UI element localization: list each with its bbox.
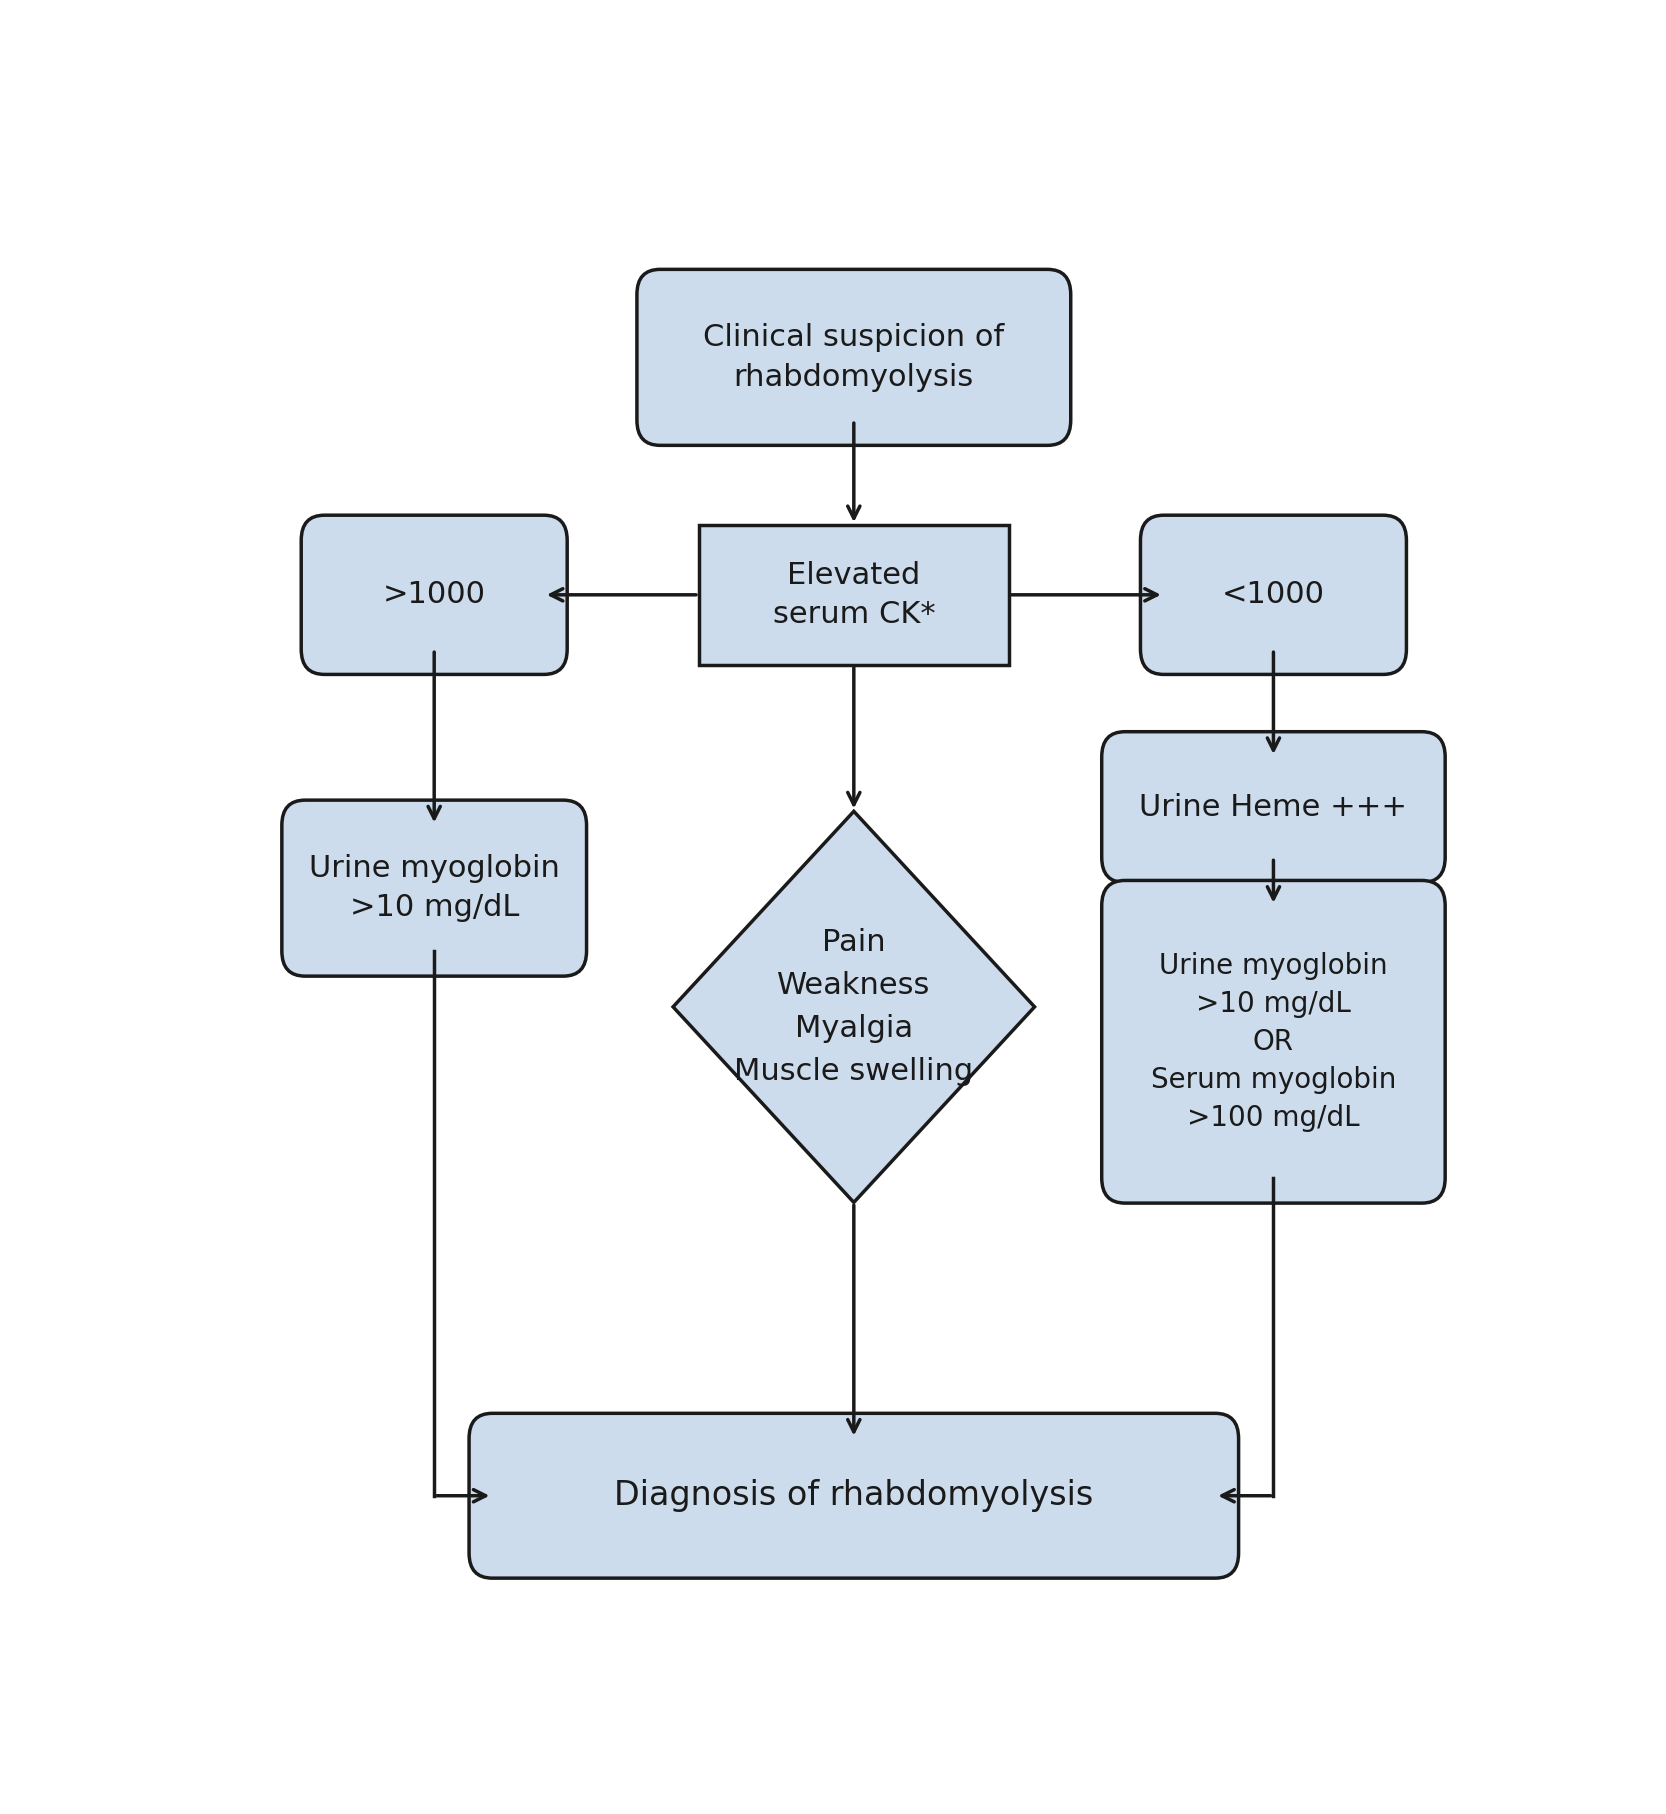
FancyBboxPatch shape <box>1101 880 1444 1203</box>
FancyBboxPatch shape <box>302 515 566 675</box>
FancyBboxPatch shape <box>1141 515 1406 675</box>
Text: Urine myoglobin
>10 mg/dL: Urine myoglobin >10 mg/dL <box>308 854 560 922</box>
Text: Elevated
serum CK*: Elevated serum CK* <box>773 561 935 629</box>
Text: <1000: <1000 <box>1221 580 1324 610</box>
Polygon shape <box>673 811 1035 1203</box>
FancyBboxPatch shape <box>636 268 1071 446</box>
FancyBboxPatch shape <box>1101 731 1444 883</box>
FancyBboxPatch shape <box>470 1413 1238 1578</box>
Text: Urine Heme +++: Urine Heme +++ <box>1140 793 1408 822</box>
Text: >1000: >1000 <box>383 580 486 610</box>
FancyBboxPatch shape <box>282 800 586 976</box>
Text: Clinical suspicion of
rhabdomyolysis: Clinical suspicion of rhabdomyolysis <box>703 323 1005 392</box>
FancyBboxPatch shape <box>700 524 1008 664</box>
Text: Diagnosis of rhabdomyolysis: Diagnosis of rhabdomyolysis <box>615 1478 1093 1513</box>
Text: Pain
Weakness
Myalgia
Muscle swelling: Pain Weakness Myalgia Muscle swelling <box>735 929 973 1085</box>
Text: Urine myoglobin
>10 mg/dL
OR
Serum myoglobin
>100 mg/dL: Urine myoglobin >10 mg/dL OR Serum myogl… <box>1151 952 1396 1132</box>
